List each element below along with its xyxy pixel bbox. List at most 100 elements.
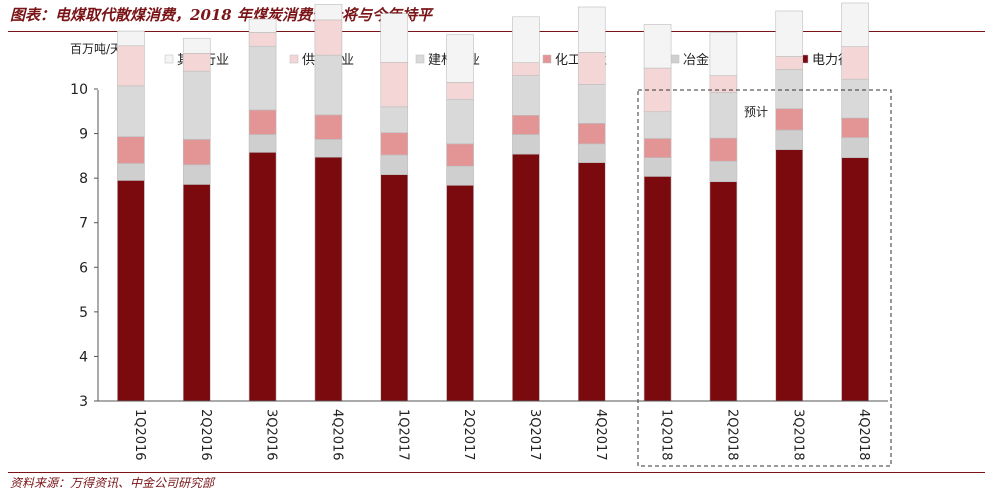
bar-segment-5-0 <box>446 184 474 402</box>
bottom-rule <box>8 472 985 473</box>
bar-segment-2-5 <box>248 18 277 33</box>
bar-segment-2-2 <box>248 109 277 135</box>
y-ticks: 3 4 5 6 7 8 9 10 <box>70 82 98 410</box>
bar-segment-1-1 <box>182 164 211 185</box>
bar-segment-0-0 <box>117 180 145 402</box>
bar-segment-4-1 <box>380 154 409 175</box>
bar-segment-2-4 <box>248 32 277 47</box>
bar-segment-11-1 <box>841 137 869 158</box>
bar-segment-1-5 <box>182 37 211 54</box>
x-tick-label: 1Q2018 <box>659 409 674 461</box>
bar-segment-6-2 <box>512 114 540 135</box>
legend-swatch <box>670 54 680 64</box>
x-tick-label: 1Q2017 <box>395 409 410 461</box>
bar-segment-0-4 <box>117 45 145 87</box>
x-tick-label: 2Q2017 <box>461 409 476 461</box>
legend-swatch <box>415 54 425 64</box>
bar-segment-5-3 <box>446 98 474 145</box>
x-tick-label: 2Q2018 <box>724 409 739 461</box>
bar-segment-8-5 <box>643 24 672 69</box>
x-tick-label: 4Q2017 <box>593 409 608 461</box>
bar-segment-7-2 <box>577 123 606 145</box>
bar-segment-11-0 <box>841 157 869 402</box>
bar-segment-3-2 <box>314 114 343 140</box>
bar-segment-3-0 <box>314 156 343 402</box>
bar-segment-3-1 <box>314 139 343 158</box>
x-tick-label: 2Q2016 <box>198 409 213 461</box>
y-tick-label: 7 <box>79 216 88 232</box>
bar-segment-4-4 <box>380 61 409 108</box>
y-axis-label: 百万吨/天 <box>70 42 122 56</box>
bar-segment-7-1 <box>577 143 606 163</box>
bar-segment-4-2 <box>380 132 409 156</box>
bar-segment-9-0 <box>709 181 738 402</box>
bar-segment-4-3 <box>380 106 409 133</box>
y-tick-label: 4 <box>79 349 88 365</box>
bar-segment-11-2 <box>841 117 869 138</box>
bar-segment-10-0 <box>775 149 804 402</box>
bar-segment-0-3 <box>117 85 145 137</box>
bar-segment-11-3 <box>841 78 869 119</box>
forecast-box <box>637 89 892 467</box>
x-tick-label: 3Q2016 <box>264 409 279 461</box>
y-tick-label: 6 <box>79 260 88 276</box>
bar-segment-8-3 <box>643 111 672 139</box>
x-tick-label: 4Q2018 <box>856 409 871 461</box>
x-tick-label: 4Q2016 <box>329 409 344 461</box>
legend-swatch <box>289 54 299 64</box>
bar-segment-5-4 <box>446 82 474 100</box>
legend-swatch <box>542 54 552 64</box>
bar-segment-9-2 <box>709 137 738 162</box>
y-tick-label: 3 <box>79 394 88 410</box>
x-tick-label: 3Q2017 <box>527 409 542 461</box>
bar-segment-9-3 <box>709 92 738 139</box>
y-tick-label: 9 <box>79 127 88 143</box>
bar-segment-8-1 <box>643 157 672 177</box>
bar-segment-6-1 <box>512 134 540 155</box>
bar-segment-8-2 <box>643 138 672 158</box>
bar-segment-10-3 <box>775 69 804 109</box>
bar-segment-6-5 <box>512 16 540 64</box>
bar-segment-0-1 <box>117 163 145 181</box>
bar-segment-0-5 <box>117 30 145 47</box>
x-tick-labels: 1Q2016 2Q2016 3Q2016 4Q2016 1Q2017 2Q2017 3Q20… <box>132 409 871 461</box>
bars <box>117 2 869 402</box>
bar-segment-10-4 <box>775 56 804 70</box>
forecast-label: 预计 <box>744 105 768 119</box>
y-tick-label: 8 <box>79 171 88 187</box>
bar-segment-11-4 <box>841 46 869 80</box>
y-tick-label: 10 <box>70 82 88 98</box>
bar-segment-4-5 <box>380 13 409 63</box>
bar-segment-8-0 <box>643 176 672 402</box>
bar-segment-4-0 <box>380 174 409 402</box>
bar-segment-0-2 <box>117 136 145 164</box>
top-rule <box>8 31 985 32</box>
bar-segment-9-1 <box>709 160 738 183</box>
bar-segment-6-0 <box>512 153 540 402</box>
source-note: 资料来源：万得资讯、中金公司研究部 <box>10 476 215 490</box>
bar-segment-3-3 <box>314 54 343 116</box>
bar-segment-11-5 <box>841 2 869 47</box>
x-tick-label: 3Q2018 <box>790 409 805 461</box>
bar-segment-1-0 <box>182 184 211 402</box>
bar-segment-1-4 <box>182 53 211 72</box>
bar-segment-3-5 <box>314 4 343 21</box>
bar-segment-2-0 <box>248 151 277 402</box>
bar-segment-3-4 <box>314 19 343 56</box>
bar-segment-5-2 <box>446 143 474 167</box>
bar-segment-6-3 <box>512 75 540 116</box>
bar-segment-7-0 <box>577 162 606 402</box>
bar-segment-5-1 <box>446 165 474 186</box>
bar-segment-6-4 <box>512 62 540 76</box>
bar-segment-9-5 <box>709 32 738 76</box>
bar-segment-1-3 <box>182 70 211 140</box>
x-tick-label: 1Q2016 <box>132 409 147 461</box>
bar-segment-5-5 <box>446 34 474 83</box>
bar-segment-7-5 <box>577 6 606 53</box>
bar-segment-10-1 <box>775 129 804 150</box>
bar-segment-2-1 <box>248 134 277 153</box>
bar-segment-2-3 <box>248 45 277 111</box>
bar-segment-7-4 <box>577 52 606 85</box>
bar-segment-1-2 <box>182 139 211 166</box>
